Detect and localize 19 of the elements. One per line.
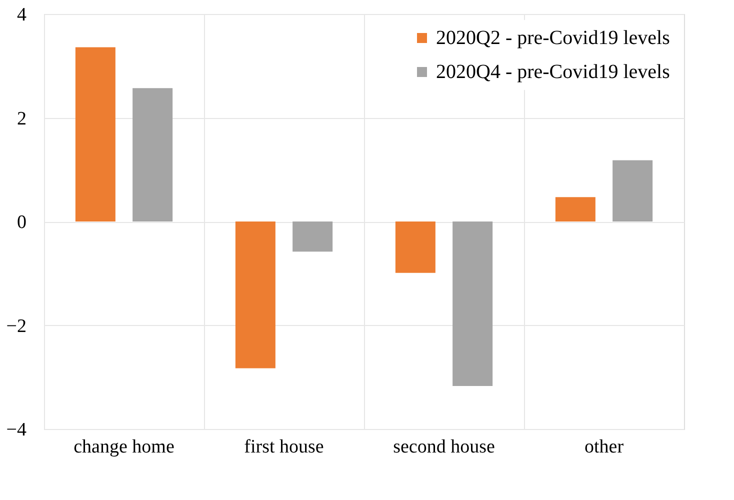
x-tick-label: other <box>584 436 624 458</box>
y-tick-label: −2 <box>6 316 26 337</box>
y-tick-label: 2 <box>17 108 26 130</box>
bar <box>395 222 436 273</box>
bar <box>612 160 653 222</box>
bar <box>235 222 276 368</box>
y-tick-label: −4 <box>6 420 27 440</box>
bar <box>452 222 493 386</box>
bar <box>132 88 173 222</box>
bar <box>555 197 596 222</box>
bar <box>292 222 333 252</box>
x-tick-label: second house <box>393 436 495 458</box>
y-tick-label: 0 <box>17 212 26 233</box>
y-tick-label: 4 <box>17 4 27 26</box>
x-tick-label: first house <box>244 436 324 458</box>
legend-label: 2020Q2 - pre-Covid19 levels <box>436 27 670 49</box>
legend-label: 2020Q4 - pre-Covid19 levels <box>436 61 670 83</box>
x-tick-label: change home <box>74 436 174 458</box>
bar <box>75 47 116 222</box>
